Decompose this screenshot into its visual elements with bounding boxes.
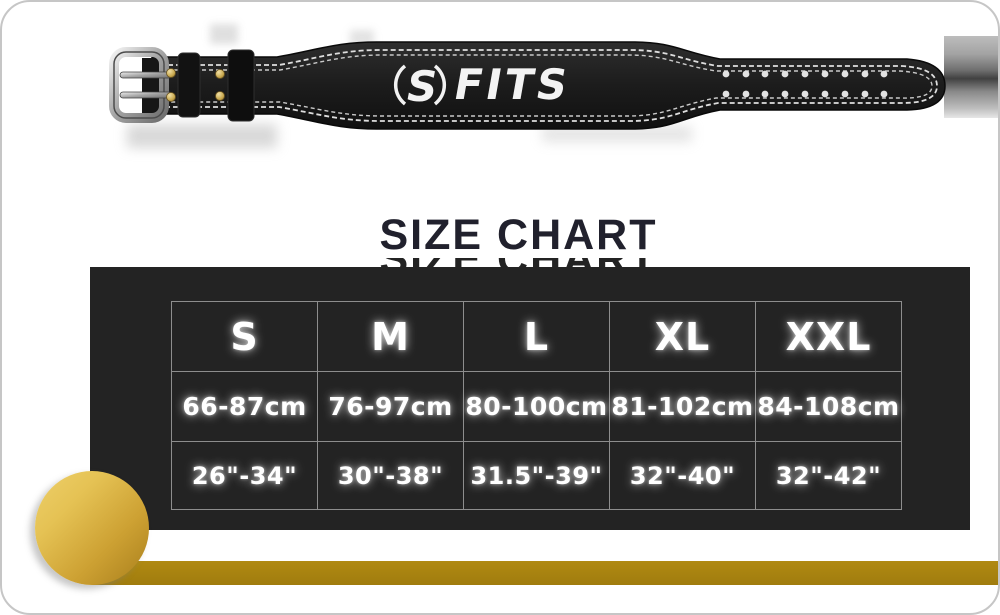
size-inch-cell-l: 31.5"-39" [464,442,610,510]
size-cm-cell-xl: 81-102cm [610,372,756,442]
size-cm-cell-m: 76-97cm [318,372,464,442]
belt-shadow-smudge [542,126,692,142]
size-cm-cell-l: 80-100cm [464,372,610,442]
brand-logo-mark-letter: S [407,62,437,111]
gold-accent-bar [92,561,998,585]
size-cm-cell-s: 66-87cm [172,372,318,442]
belt-shadow-band [944,36,998,118]
size-inch-cell-xxl: 32"-42" [756,442,902,510]
brand-logo-mark-icon: S [393,62,447,111]
belt-holes [722,70,888,98]
belt-shadow-smudge [210,24,238,44]
belt-buckle-icon [109,47,173,123]
size-header-xl: XL [610,302,756,372]
brand-logo-text: FITS [450,60,574,109]
weightlifting-belt-image: S FITS [109,41,946,130]
brand-logo: S FITS [393,60,574,111]
gold-accent-circle [35,471,149,585]
ghost-title-text: SIZE CHART [380,258,658,267]
belt-keeper-loops [177,49,255,122]
size-header-l: L [464,302,610,372]
size-inch-cell-xl: 32"-40" [610,442,756,510]
size-inch-cell-m: 30"-38" [318,442,464,510]
size-chart-panel [90,267,970,530]
belt-shadow-smudge [127,124,277,148]
size-chart-title-ghost-artifact: SIZE CHART [2,258,998,267]
size-header-s: S [172,302,318,372]
size-cm-cell-xxl: 84-108cm [756,372,902,442]
size-inch-cell-s: 26"-34" [172,442,318,510]
belt-body [151,41,946,130]
belt-studs [166,68,225,102]
size-header-m: M [318,302,464,372]
size-header-xxl: XXL [756,302,902,372]
belt-stitching-outer [159,49,938,122]
size-table: S M L XL XXL 66-87cm 76-97cm 80-100cm 81… [171,301,902,510]
size-chart-title: SIZE CHART [379,211,658,259]
